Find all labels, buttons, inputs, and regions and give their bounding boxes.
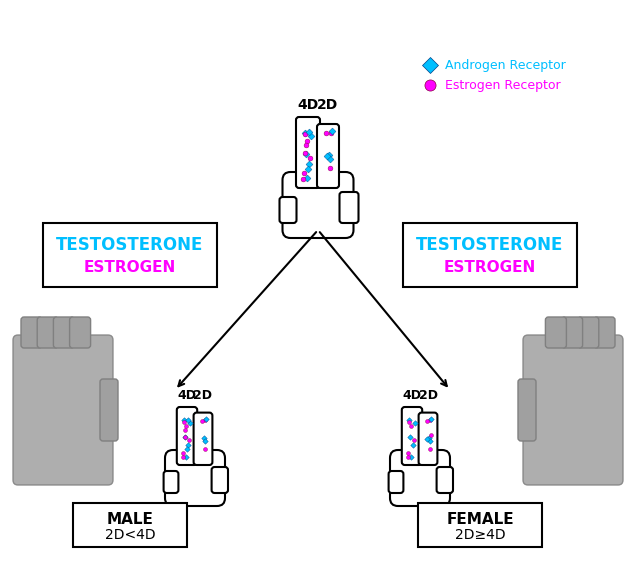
Text: TESTOSTERONE: TESTOSTERONE [57,236,204,254]
FancyBboxPatch shape [418,503,542,547]
FancyBboxPatch shape [562,317,583,348]
FancyBboxPatch shape [53,317,74,348]
FancyBboxPatch shape [518,379,536,441]
FancyBboxPatch shape [43,223,217,287]
FancyBboxPatch shape [403,223,577,287]
FancyBboxPatch shape [163,471,179,493]
FancyBboxPatch shape [418,412,438,465]
FancyBboxPatch shape [390,450,450,506]
FancyBboxPatch shape [402,407,422,465]
FancyBboxPatch shape [279,197,296,223]
Text: ESTROGEN: ESTROGEN [84,260,176,274]
FancyBboxPatch shape [177,407,197,465]
FancyBboxPatch shape [212,467,228,493]
FancyBboxPatch shape [21,317,42,348]
FancyBboxPatch shape [73,503,187,547]
FancyBboxPatch shape [165,450,225,506]
Text: Androgen Receptor: Androgen Receptor [445,58,566,71]
FancyBboxPatch shape [37,317,59,348]
FancyBboxPatch shape [389,471,403,493]
Text: 2D: 2D [418,389,438,402]
FancyBboxPatch shape [13,335,113,485]
Text: FEMALE: FEMALE [446,512,514,527]
Text: 4D: 4D [403,389,422,402]
FancyBboxPatch shape [296,117,320,188]
FancyBboxPatch shape [282,172,354,238]
FancyBboxPatch shape [594,317,615,348]
Text: 4D: 4D [298,98,319,112]
FancyBboxPatch shape [340,192,359,223]
Text: MALE: MALE [107,512,153,527]
FancyBboxPatch shape [317,124,339,188]
FancyBboxPatch shape [577,317,599,348]
Text: 2D: 2D [317,98,338,112]
FancyBboxPatch shape [69,317,90,348]
FancyBboxPatch shape [436,467,453,493]
FancyBboxPatch shape [100,379,118,441]
FancyBboxPatch shape [546,317,567,348]
Text: Estrogen Receptor: Estrogen Receptor [445,79,560,91]
Text: 2D<4D: 2D<4D [105,528,155,542]
Text: 2D≥4D: 2D≥4D [455,528,506,542]
FancyBboxPatch shape [193,412,212,465]
Text: 2D: 2D [193,389,212,402]
FancyBboxPatch shape [523,335,623,485]
Text: 4D: 4D [177,389,197,402]
Text: ESTROGEN: ESTROGEN [444,260,536,274]
Text: TESTOSTERONE: TESTOSTERONE [417,236,563,254]
